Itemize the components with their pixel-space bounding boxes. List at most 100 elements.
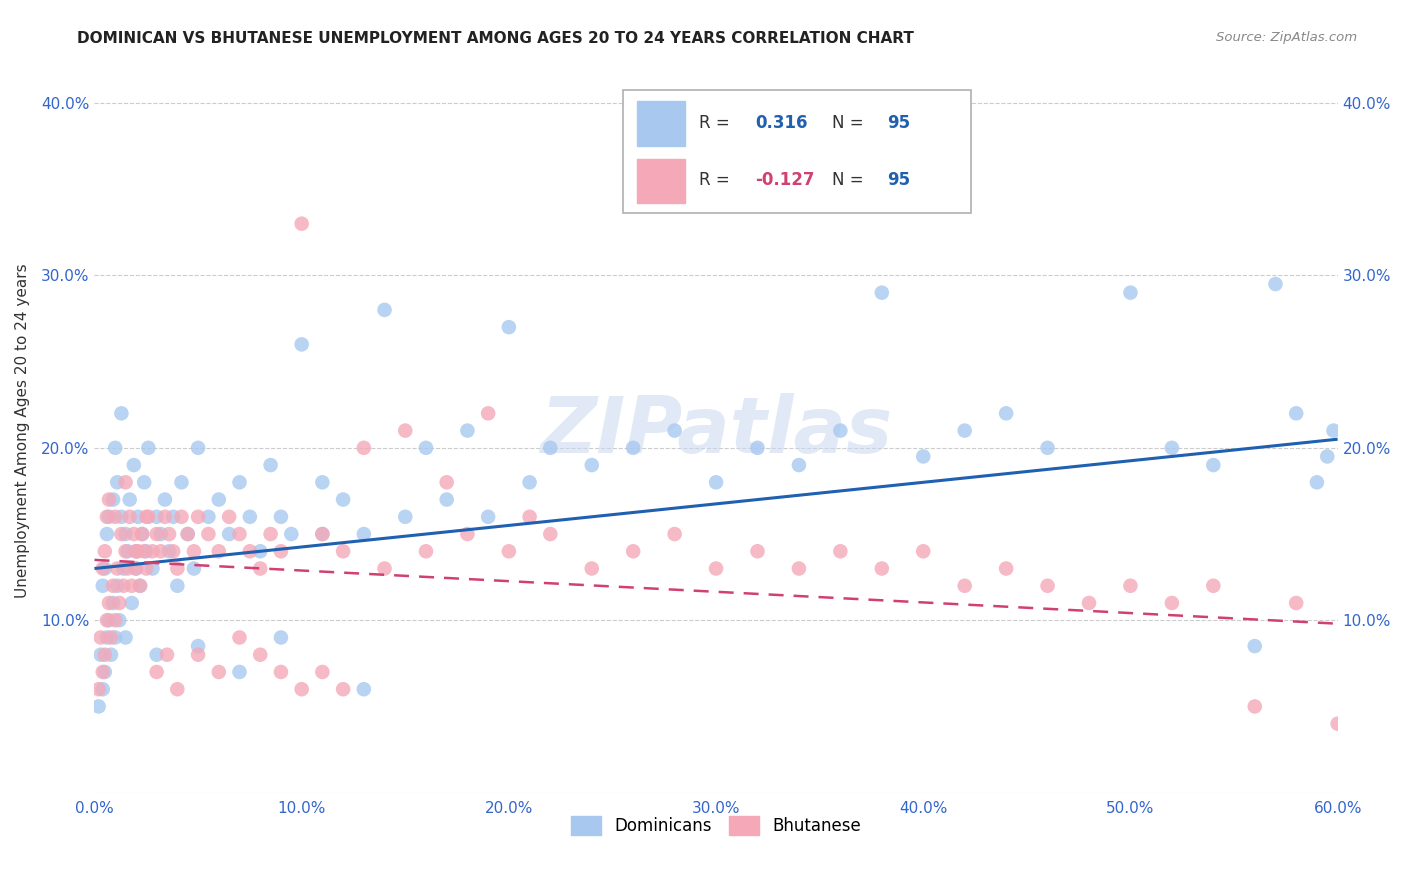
Point (538, 441, 561, 455)
Point (129, 579, 152, 593)
Point (228, 475, 250, 490)
Point (166, 561, 188, 575)
Point (1243, 699, 1265, 714)
Point (162, 509, 184, 524)
Point (332, 492, 354, 507)
Point (787, 561, 810, 575)
Point (138, 509, 160, 524)
Point (166, 682, 188, 697)
Point (98, 613, 121, 627)
Text: ZIPatlas: ZIPatlas (540, 392, 893, 468)
Point (197, 509, 219, 524)
Point (498, 320, 520, 334)
Point (415, 441, 437, 455)
Point (311, 665, 333, 679)
Point (1243, 639, 1265, 653)
Point (108, 613, 131, 627)
Point (183, 544, 205, 558)
Point (259, 458, 281, 472)
Point (104, 441, 127, 455)
Point (125, 561, 148, 575)
Point (1316, 450, 1339, 464)
Point (311, 475, 333, 490)
Point (394, 424, 416, 438)
Point (100, 631, 122, 645)
Point (664, 527, 686, 541)
Point (157, 527, 180, 541)
Point (114, 527, 136, 541)
Point (291, 682, 314, 697)
Point (135, 544, 157, 558)
Point (664, 424, 686, 438)
Point (270, 631, 292, 645)
Point (117, 544, 139, 558)
Point (912, 450, 935, 464)
Point (105, 475, 128, 490)
Point (114, 544, 136, 558)
Point (94, 544, 117, 558)
Point (87, 699, 110, 714)
Point (127, 509, 149, 524)
Point (162, 544, 184, 558)
Point (270, 665, 292, 679)
Point (114, 631, 136, 645)
Point (149, 527, 172, 541)
Point (208, 665, 231, 679)
Point (1036, 441, 1059, 455)
Point (270, 544, 292, 558)
Point (208, 492, 231, 507)
Point (91, 682, 114, 697)
Point (249, 544, 271, 558)
Point (187, 648, 209, 662)
Point (156, 648, 179, 662)
Point (270, 509, 292, 524)
Point (141, 561, 163, 575)
Point (291, 337, 314, 351)
Point (1036, 579, 1059, 593)
Point (621, 441, 644, 455)
Point (249, 648, 271, 662)
Point (94, 561, 117, 575)
Point (114, 475, 136, 490)
Point (91, 665, 114, 679)
Point (94, 648, 117, 662)
Point (101, 492, 124, 507)
Point (538, 527, 561, 541)
Point (747, 441, 769, 455)
Point (239, 509, 262, 524)
Point (110, 406, 132, 420)
Point (228, 665, 250, 679)
Point (228, 631, 250, 645)
Point (498, 544, 520, 558)
Point (91, 579, 114, 593)
Point (135, 509, 157, 524)
Point (218, 509, 240, 524)
Point (581, 458, 603, 472)
Point (149, 544, 172, 558)
Point (98, 596, 121, 610)
Point (187, 639, 209, 653)
Point (311, 527, 333, 541)
Point (104, 631, 127, 645)
Point (394, 509, 416, 524)
Point (239, 544, 262, 558)
Point (581, 561, 603, 575)
Point (105, 561, 128, 575)
Point (519, 475, 541, 490)
Point (129, 579, 152, 593)
Point (1322, 424, 1344, 438)
Point (145, 509, 167, 524)
Point (280, 527, 302, 541)
Point (153, 509, 176, 524)
Point (101, 579, 124, 593)
Point (91, 561, 114, 575)
Point (131, 527, 153, 541)
Point (145, 527, 167, 541)
Point (125, 561, 148, 575)
Point (456, 424, 478, 438)
Point (1202, 458, 1225, 472)
Point (1202, 579, 1225, 593)
Point (96, 527, 118, 541)
Text: DOMINICAN VS BHUTANESE UNEMPLOYMENT AMONG AGES 20 TO 24 YEARS CORRELATION CHART: DOMINICAN VS BHUTANESE UNEMPLOYMENT AMON… (77, 31, 914, 46)
Point (1285, 596, 1308, 610)
